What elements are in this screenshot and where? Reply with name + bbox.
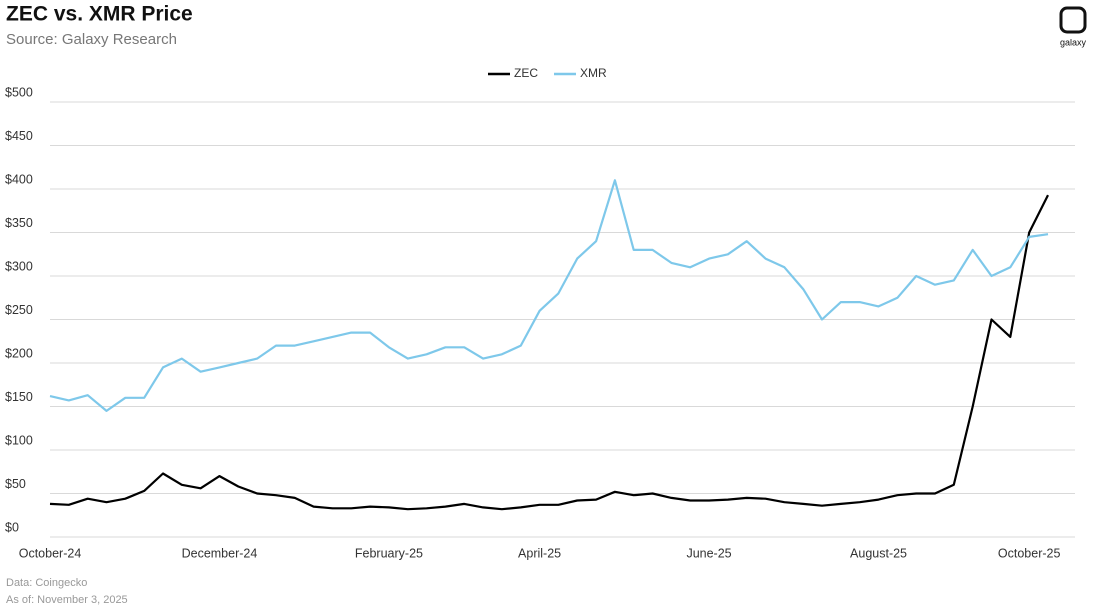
y-tick-label: $50 <box>5 477 26 491</box>
y-tick-label: $0 <box>5 520 19 534</box>
line-series <box>49 179 1049 412</box>
chart-title: ZEC vs. XMR Price <box>6 3 193 26</box>
x-tick-label: December-24 <box>182 546 258 560</box>
line-series <box>49 194 1049 511</box>
y-tick-label: $100 <box>5 433 33 447</box>
y-tick-label: $400 <box>5 172 33 186</box>
y-tick-label: $300 <box>5 259 33 273</box>
x-tick-label: February-25 <box>355 546 423 560</box>
note: Data: Coingecko <box>6 577 87 589</box>
x-tick-label: October-24 <box>19 546 82 560</box>
y-tick-label: $200 <box>5 346 33 360</box>
x-tick-label: August-25 <box>850 546 907 560</box>
note: As of: November 3, 2025 <box>6 594 128 606</box>
y-tick-label: $500 <box>5 85 33 99</box>
logo-icon <box>1059 6 1087 34</box>
legend-label: XMR <box>580 66 607 80</box>
logo-text: galaxy <box>1060 37 1087 47</box>
y-tick-label: $250 <box>5 303 33 317</box>
x-tick-label: October-25 <box>998 546 1061 560</box>
x-tick-label: April-25 <box>518 546 561 560</box>
legend-label: ZEC <box>514 66 538 80</box>
y-tick-label: $350 <box>5 216 33 230</box>
x-tick-label: June-25 <box>686 546 731 560</box>
y-tick-label: $450 <box>5 129 33 143</box>
y-tick-label: $150 <box>5 390 33 404</box>
chart-subtitle: Source: Galaxy Research <box>6 31 177 48</box>
